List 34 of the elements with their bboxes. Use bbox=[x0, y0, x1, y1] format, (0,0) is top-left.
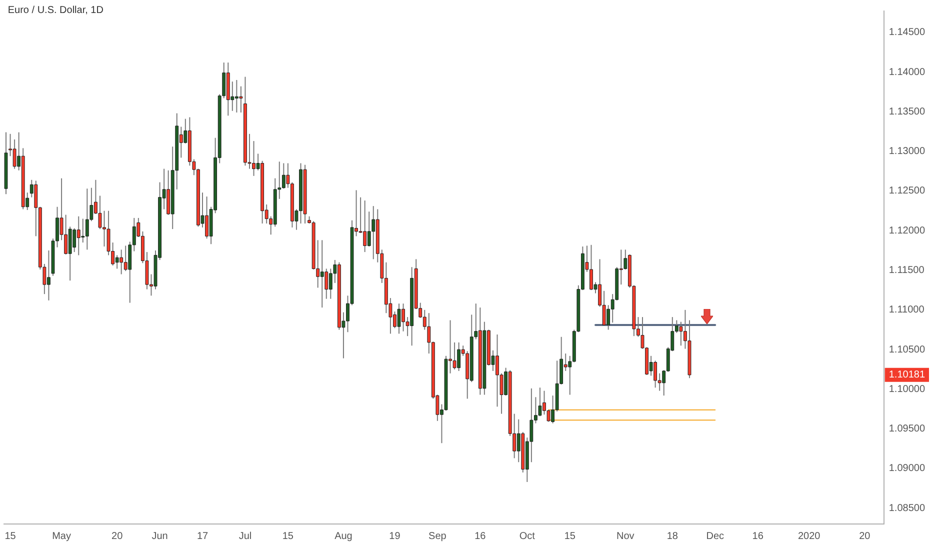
x-tick-label: 18 bbox=[666, 530, 678, 542]
x-tick-label: May bbox=[52, 530, 71, 542]
x-tick-label: 20 bbox=[859, 530, 871, 542]
y-tick-label: 1.11500 bbox=[888, 265, 925, 276]
x-tick-label: Jul bbox=[238, 530, 252, 542]
x-tick-label: Dec bbox=[706, 530, 724, 542]
x-tick-label: 15 bbox=[564, 530, 576, 542]
y-tick-label: 1.14500 bbox=[888, 27, 926, 38]
x-tick-label: 15 bbox=[282, 530, 294, 542]
x-tick-label: 15 bbox=[4, 530, 16, 542]
y-tick-label: 1.08500 bbox=[888, 502, 926, 514]
y-tick-label: 1.14000 bbox=[888, 66, 926, 78]
y-tick-label: 1.13500 bbox=[888, 106, 926, 118]
y-tick-label: 1.11000 bbox=[888, 304, 925, 316]
x-tick-label: 19 bbox=[389, 530, 401, 542]
x-tick-label: 20 bbox=[112, 530, 124, 542]
y-tick-label: 1.12000 bbox=[888, 225, 926, 236]
x-tick-label: 16 bbox=[752, 530, 764, 542]
chart-title: Euro / U.S. Dollar, 1D bbox=[8, 4, 104, 16]
x-tick-label: Jun bbox=[152, 530, 168, 542]
y-tick-label: 1.10000 bbox=[888, 384, 926, 395]
y-tick-label: 1.13000 bbox=[888, 146, 926, 158]
y-tick-label: 1.09500 bbox=[888, 424, 926, 435]
text: 1.10181 bbox=[888, 370, 926, 381]
x-tick-label: Oct bbox=[519, 530, 536, 542]
y-tick-label: 1.10500 bbox=[888, 344, 926, 356]
x-tick-label: 16 bbox=[474, 530, 486, 542]
y-tick-label: 1.09000 bbox=[888, 463, 926, 474]
x-tick-label: Aug bbox=[334, 530, 352, 542]
y-tick-label: 1.12500 bbox=[888, 186, 926, 197]
x-tick-label: Nov bbox=[616, 530, 634, 542]
x-tick-label: 2020 bbox=[798, 530, 821, 542]
x-tick-label: 17 bbox=[196, 530, 208, 542]
x-tick-label: Sep bbox=[428, 530, 447, 542]
